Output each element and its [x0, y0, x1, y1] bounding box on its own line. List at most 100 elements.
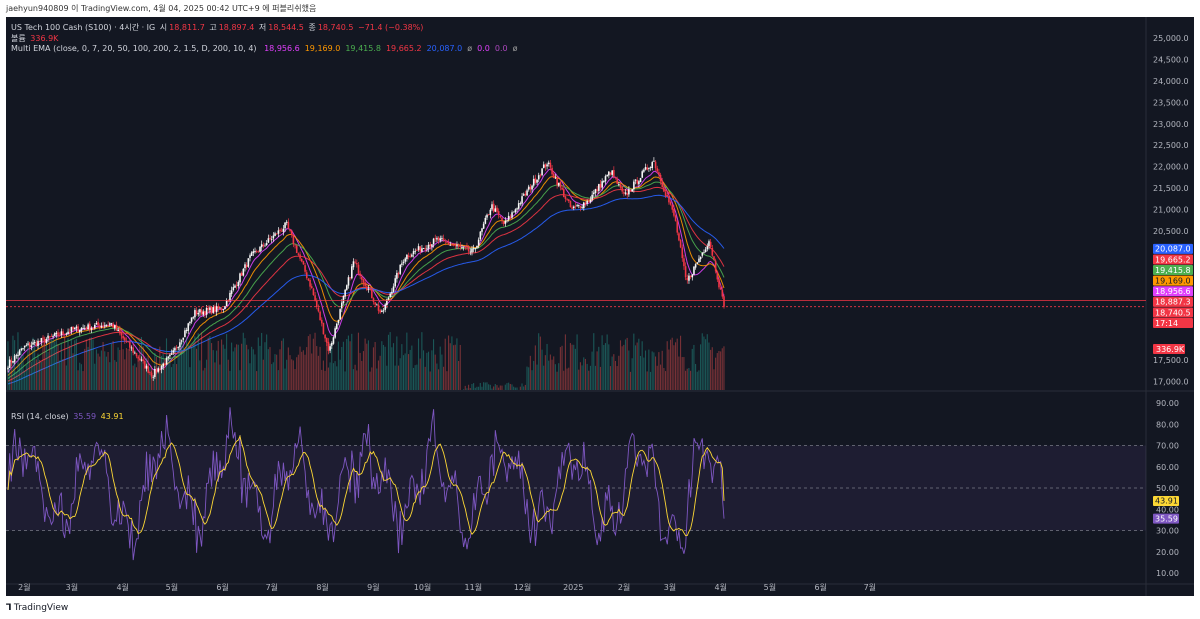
- volume-bar: [513, 386, 515, 390]
- candle-body: [130, 347, 133, 349]
- volume-bar: [629, 371, 632, 390]
- volume-bar: [464, 385, 466, 390]
- candle-body: [537, 175, 540, 180]
- candle-body: [305, 272, 308, 279]
- ema-value-3: 19,665.2: [385, 44, 422, 53]
- volume-bar: [149, 366, 151, 390]
- candle-body: [547, 162, 550, 165]
- volume-bar: [271, 364, 273, 390]
- volume-bar: [194, 336, 196, 390]
- candle-body: [357, 264, 360, 274]
- volume-bar: [688, 368, 690, 390]
- price-tick-label: 23,500.0: [1153, 98, 1189, 107]
- candle-body: [492, 203, 495, 212]
- rsi-tick-label: 60.00: [1156, 463, 1179, 472]
- candle-body: [651, 162, 654, 169]
- rsi-legend: RSI (14, close) 35.59 43.91: [11, 412, 126, 421]
- candle-body: [235, 285, 238, 286]
- rsi-tick-label: 40.00: [1156, 505, 1179, 514]
- candle-body: [406, 254, 408, 260]
- ema-line-0: [7, 168, 725, 373]
- rsi-tick-label: 30.00: [1156, 527, 1179, 536]
- volume-bar: [89, 337, 91, 390]
- ema-value-7: 0.0: [494, 44, 508, 53]
- price-tick-label: 17,500.0: [1153, 356, 1189, 365]
- candle-body: [22, 348, 24, 349]
- candle-body: [517, 203, 520, 209]
- volume-bar: [544, 355, 546, 390]
- price-tick-label: 21,000.0: [1153, 206, 1189, 215]
- candle-body: [40, 338, 43, 343]
- candle-body: [274, 233, 276, 236]
- volume-bar: [135, 367, 138, 390]
- candle-body: [12, 360, 14, 363]
- candle-body: [194, 310, 196, 318]
- volume-bar: [45, 344, 47, 390]
- volume-bar: [563, 370, 565, 390]
- candle-body: [104, 325, 106, 327]
- volume-bar: [276, 354, 278, 390]
- volume-bar: [721, 348, 723, 390]
- volume-bar: [459, 344, 461, 390]
- candle-body: [611, 170, 613, 175]
- tradingview-logo[interactable]: ⅂ TradingView: [6, 603, 68, 613]
- candle-body: [204, 311, 206, 315]
- rsi-tag-bg: [1153, 495, 1179, 506]
- candle-body: [97, 322, 99, 326]
- volume-bar: [189, 367, 191, 390]
- candle-body: [471, 248, 473, 253]
- candle-body: [234, 285, 236, 288]
- candle-body: [427, 244, 430, 249]
- candle-body: [512, 211, 515, 213]
- volume-bar: [274, 354, 276, 390]
- candle-body: [431, 244, 433, 247]
- candle-body: [265, 243, 268, 245]
- candle-body: [686, 277, 689, 281]
- candle-body: [65, 333, 68, 335]
- candle-body: [389, 293, 392, 298]
- volume-bar: [594, 365, 596, 390]
- candle-body: [18, 350, 21, 356]
- price-tag-bg: [1153, 296, 1193, 307]
- volume-bar: [654, 356, 657, 390]
- volume-bar: [474, 387, 476, 390]
- volume-bar: [322, 360, 324, 390]
- volume-bar: [77, 370, 79, 390]
- candle-body: [379, 310, 381, 313]
- candle-body: [199, 309, 201, 313]
- candle-body: [347, 277, 350, 286]
- volume-bar: [299, 346, 301, 390]
- volume-bar: [229, 370, 231, 390]
- volume-bar: [125, 347, 127, 390]
- volume-bar: [673, 345, 675, 390]
- chart-area[interactable]: 25,000.0 24,500.0 24,000.0 23,500.0 23,000.0…: [6, 17, 1194, 596]
- chart-canvas[interactable]: 25,000.0 24,500.0 24,000.0 23,500.0 23,000.0…: [6, 17, 1194, 596]
- volume-bar: [603, 345, 605, 390]
- candle-body: [314, 295, 316, 301]
- volume-bar: [232, 351, 234, 390]
- candle-body: [429, 244, 432, 247]
- candle-body: [149, 372, 151, 373]
- volume-bar: [64, 337, 66, 390]
- volume-bar: [120, 334, 122, 390]
- volume-bar: [112, 341, 114, 390]
- volume-bar: [261, 332, 263, 390]
- volume-bar: [671, 337, 673, 390]
- candle-body: [596, 189, 598, 191]
- candle-body: [564, 196, 567, 199]
- candle-body: [711, 247, 714, 256]
- candle-body: [524, 193, 527, 196]
- candle-body: [152, 376, 155, 378]
- volume-bar: [392, 343, 395, 390]
- candle-body: [479, 231, 482, 240]
- candle-body: [613, 170, 615, 177]
- candle-body: [606, 174, 608, 177]
- candle-body: [666, 195, 669, 197]
- volume-bar: [568, 367, 570, 390]
- candle-body: [516, 208, 518, 210]
- candle-body: [419, 246, 422, 252]
- candle-body: [25, 345, 28, 347]
- volume-bar: [54, 341, 56, 390]
- volume-bar: [115, 361, 117, 390]
- candle-body: [673, 208, 675, 216]
